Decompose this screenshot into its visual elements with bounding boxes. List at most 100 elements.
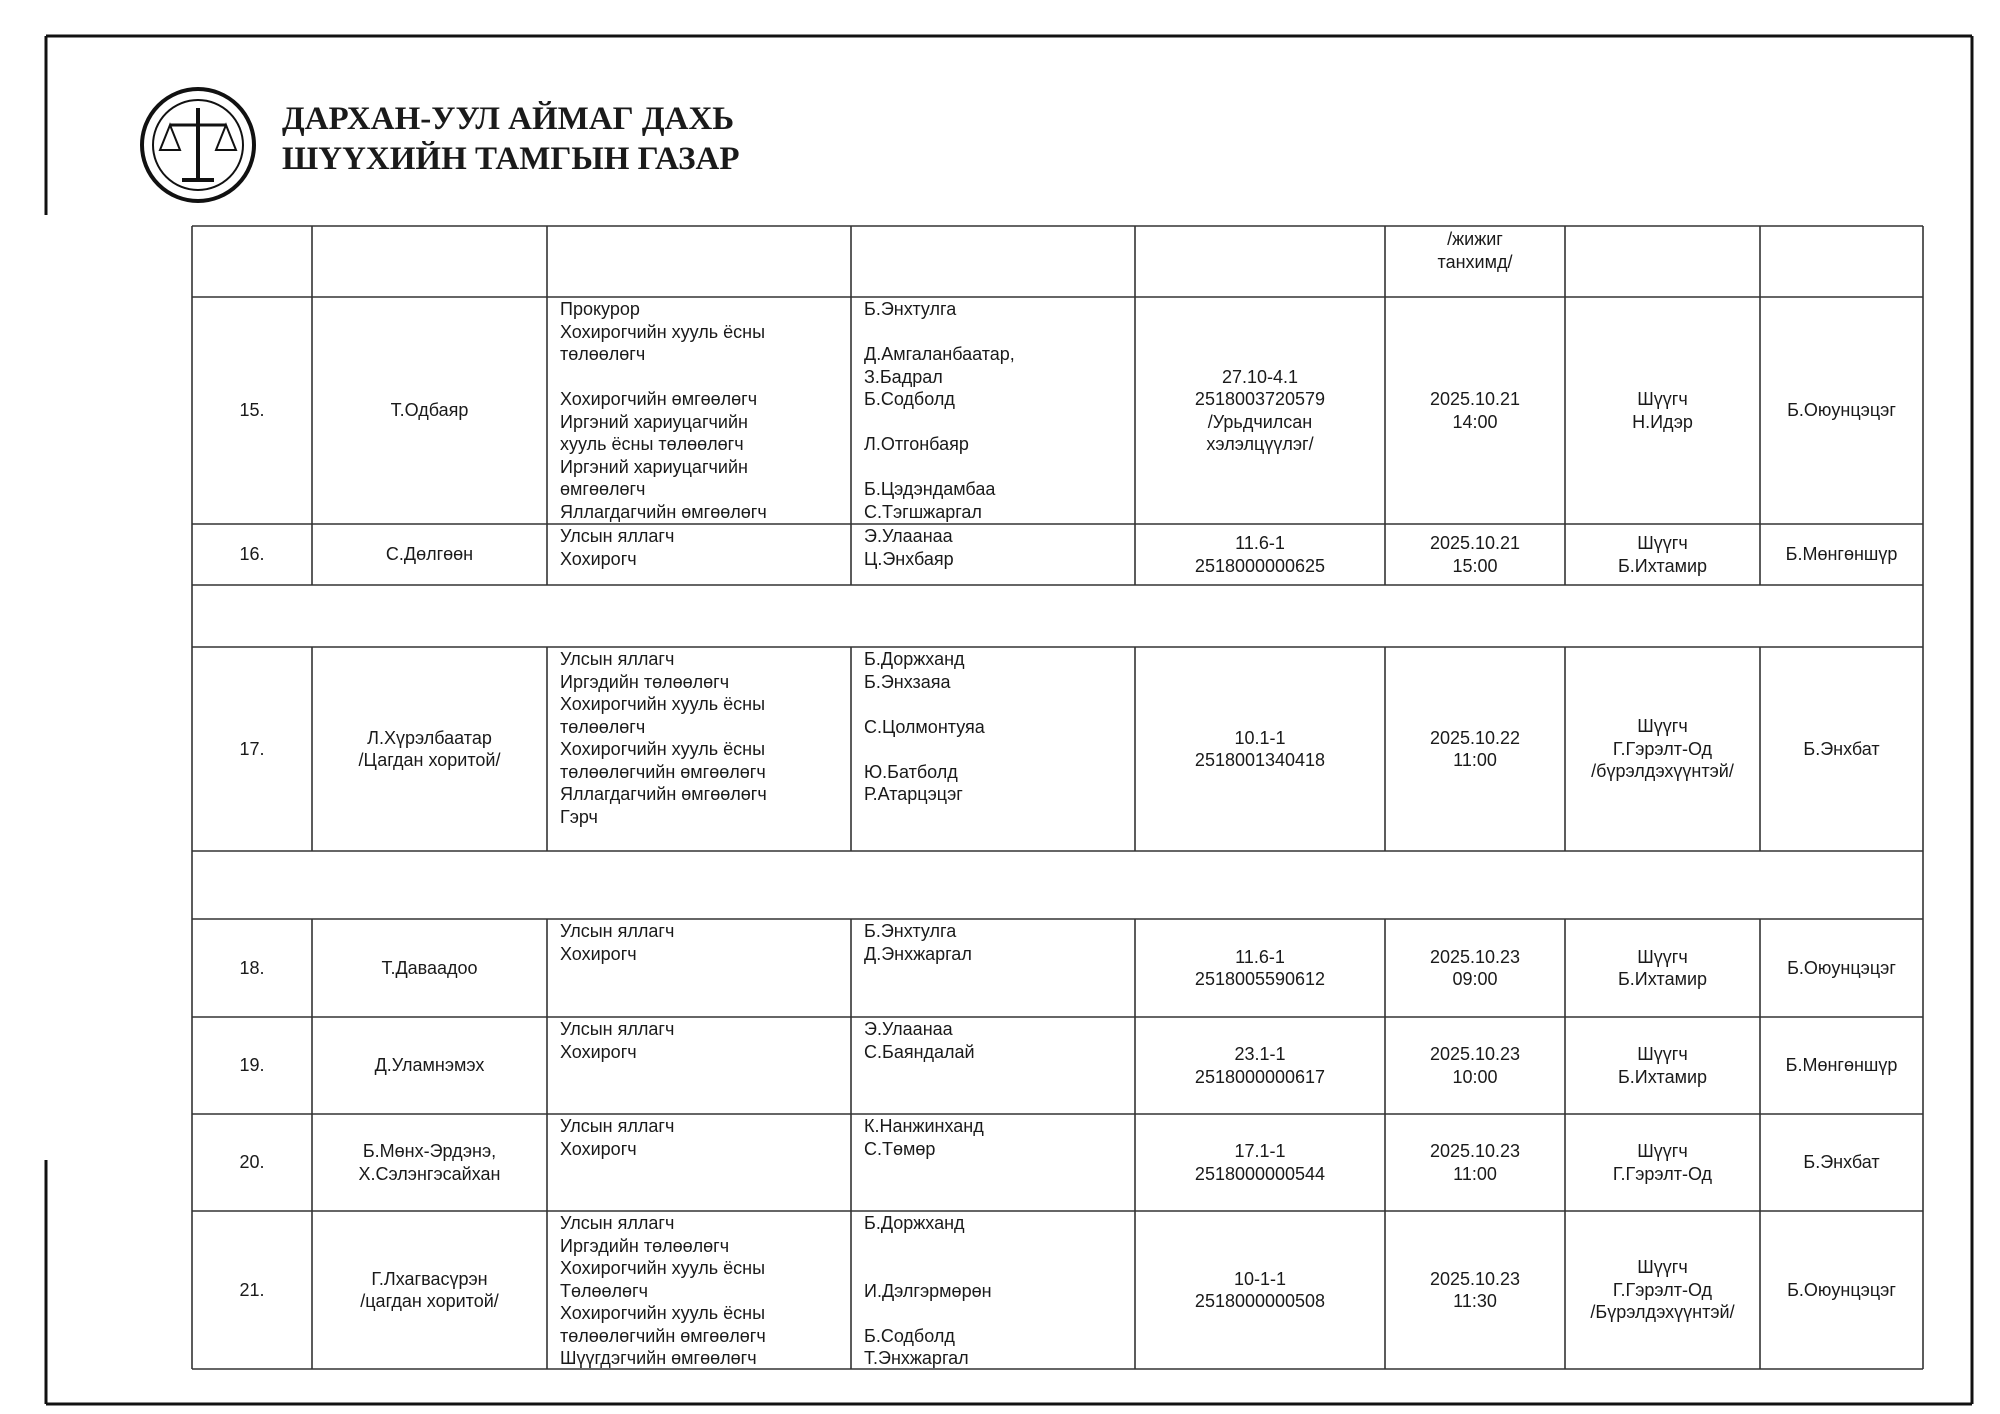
cell-line: Хохирогч	[560, 943, 637, 964]
cell-line: 2518005590612	[1194, 969, 1326, 989]
cell-line: Хохирогчийн хууль ёсны	[560, 321, 766, 342]
cell-line: Улсын яллагч	[560, 921, 675, 941]
page-frame	[44, 34, 1974, 1406]
cell-line: Б.Энхтулга	[864, 921, 957, 941]
cell-line: 14:00	[1452, 411, 1498, 432]
cell-line: Э.Улаанаа	[864, 1019, 953, 1039]
cell-line: Г.Гэрэлт-Од	[1612, 1163, 1713, 1184]
cell-line: 16.	[239, 544, 265, 565]
cell-line: 2025.10.23	[1429, 1044, 1521, 1064]
cell-line: Хохирогчийн өмгөөлөгч	[560, 389, 758, 409]
cell-line: И.Дэлгэрмөрөн	[864, 1280, 992, 1301]
cell-line: Хохирогчийн хууль ёсны	[560, 1303, 766, 1323]
cell-line: 23.1-1	[1234, 1044, 1286, 1064]
cell-line: Иргэдийн төлөөлөгч	[560, 671, 730, 692]
cell-line: Э.Улаанаа	[864, 526, 953, 546]
cell-line: Б.Доржханд	[864, 1213, 965, 1233]
cell-line: 17.	[239, 738, 265, 759]
cell-line: Төлөөлөгч	[560, 1280, 648, 1301]
cell-line: Шүүгдэгчийн өмгөөлөгч	[560, 1348, 757, 1368]
cell-line: төлөөлөгч	[560, 716, 646, 737]
cell-line: 10.1-1	[1234, 727, 1286, 748]
cell-line: /Бүрэлдэхүүнтэй/	[1590, 1302, 1735, 1323]
cell-line: Гэрч	[560, 806, 598, 827]
cell-line: 2025.10.22	[1429, 727, 1521, 748]
cell-line: танхимд/	[1437, 251, 1513, 272]
cell-line: 2025.10.23	[1429, 946, 1521, 967]
cell-line: Г.Лхагвасүрэн	[371, 1268, 488, 1289]
cell-line: Б.Оюунцэцэг	[1787, 400, 1896, 421]
cell-line: Улсын яллагч	[560, 1116, 675, 1136]
cell-line: төлөөлөгч	[560, 344, 646, 364]
cell-line: 10-1-1	[1233, 1268, 1287, 1289]
cell-line: 20.	[239, 1152, 265, 1173]
cell-line: /Урьдчилсан	[1207, 411, 1313, 432]
cell-line: Б.Ихтамир	[1617, 555, 1708, 576]
cell-line: Б.Ихтамир	[1617, 969, 1708, 989]
cell-line: З.Бадрал	[864, 366, 943, 387]
cell-line: /Цагдан хоритой/	[358, 750, 501, 770]
cell-line: 11:30	[1453, 1291, 1497, 1311]
cell-line: Г.Гэрэлт-Од	[1612, 738, 1713, 759]
header-title: ШҮҮХИЙН ТАМГЫН ГАЗАР	[282, 141, 740, 177]
cell-line: Х.Сэлэнгэсайхан	[358, 1163, 501, 1184]
cell-line: 2518000000625	[1194, 555, 1326, 576]
cell-line: С.Төмөр	[864, 1138, 936, 1159]
cell-line: 2518001340418	[1194, 750, 1326, 770]
cell-line: Б.Содболд	[864, 1325, 955, 1346]
cell-line: 2025.10.23	[1429, 1268, 1521, 1289]
cell-line: Шүүгч	[1637, 946, 1688, 967]
cell-line: Б.Энхбат	[1803, 1152, 1880, 1173]
cell-line: Иргэний хариуцагчийн	[560, 411, 748, 432]
cell-line: Шүүгч	[1637, 533, 1688, 553]
emblem	[140, 87, 256, 203]
cell-line: /цагдан хоритой/	[360, 1291, 499, 1311]
cell-line: Хохирогчийн хууль ёсны	[560, 1258, 766, 1278]
cell-line: Р.Атарцэцэг	[864, 784, 963, 804]
cell-line: Б.Мөнх-Эрдэнэ,	[362, 1141, 497, 1161]
cell-line: Хохирогч	[560, 548, 637, 569]
cell-line: Б.Ихтамир	[1617, 1066, 1708, 1087]
cell-line: Г.Гэрэлт-Од	[1612, 1279, 1713, 1300]
cell-line: Т.Даваадоо	[381, 957, 478, 978]
cell-line: С.Баяндалай	[864, 1041, 975, 1062]
cell-line: 2518003720579	[1194, 389, 1326, 409]
cell-line: 2025.10.21	[1429, 533, 1521, 553]
cell-line: С.Цолмонтуяа	[864, 716, 985, 737]
cell-line: 15:00	[1452, 555, 1498, 576]
cell-line: хууль ёсны төлөөлөгч	[560, 434, 744, 454]
cell-line: 18.	[239, 957, 265, 978]
cell-line: 2518000000617	[1194, 1066, 1326, 1087]
cell-line: 11:00	[1453, 1163, 1497, 1184]
cell-line: өмгөөлөгч	[560, 479, 646, 499]
cell-line: Хохирогч	[560, 1138, 637, 1159]
cell-line: төлөөлөгчийн өмгөөлөгч	[560, 1325, 766, 1346]
cell-line: 15.	[239, 400, 265, 421]
cell-line: /жижиг	[1447, 229, 1503, 249]
cell-line: 21.	[239, 1279, 265, 1300]
cell-line: Т.Энхжаргал	[864, 1348, 969, 1368]
cell-line: Б.Энхзаяа	[864, 671, 951, 692]
header-title: ДАРХАН-УУЛ АЙМАГ ДАХЬ	[282, 101, 735, 137]
cell-line: Шүүгч	[1637, 716, 1688, 737]
cell-line: Б.Энхбат	[1803, 738, 1880, 759]
cell-line: төлөөлөгчийн өмгөөлөгч	[560, 761, 766, 782]
cell-line: Хохирогч	[560, 1041, 637, 1062]
cell-line: 2518000000544	[1194, 1163, 1326, 1184]
cell-line: Б.Энхтулга	[864, 299, 957, 319]
cell-line: 11.6-1	[1235, 946, 1285, 967]
cell-line: 27.10-4.1	[1221, 366, 1299, 387]
cell-line: Улсын яллагч	[560, 1019, 675, 1039]
cell-line: Улсын яллагч	[560, 1213, 675, 1233]
cell-line: 11.6-1	[1235, 533, 1285, 553]
cell-line: 2025.10.21	[1429, 389, 1521, 409]
cell-line: Д.Энхжаргал	[864, 943, 972, 964]
cell-line: 09:00	[1452, 969, 1498, 989]
cell-line: Иргэний хариуцагчийн	[560, 456, 748, 477]
cell-line: Д.Уламнэмэх	[374, 1055, 485, 1076]
cell-line: 2518000000508	[1194, 1291, 1326, 1311]
cell-line: Б.Доржханд	[864, 649, 965, 669]
cell-line: Шүүгч	[1637, 389, 1688, 409]
